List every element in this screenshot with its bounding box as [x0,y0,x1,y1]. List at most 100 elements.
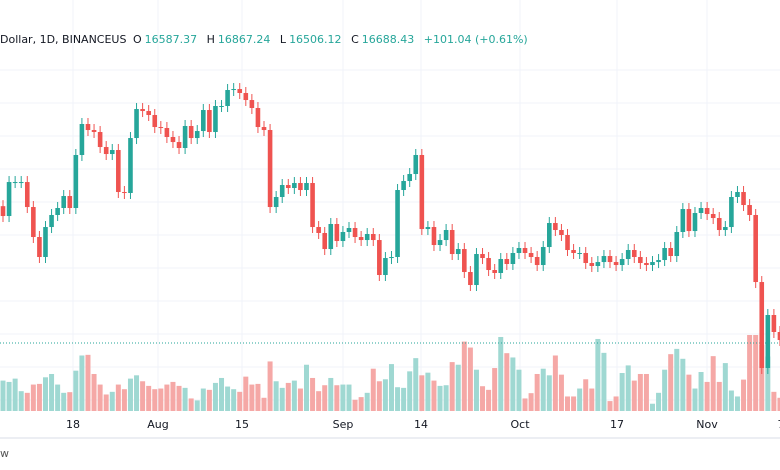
candle-body [553,223,558,231]
volume-bar [722,363,728,411]
candle-body [601,256,607,263]
volume-bar [18,391,24,411]
candle-body [674,232,680,257]
candle-body [662,248,667,261]
volume-bar [662,369,668,411]
candle-body [644,263,649,266]
candle-body [765,315,771,369]
candle-body [468,272,473,286]
candle-body [534,257,540,266]
candle-body [109,150,115,155]
volume-bar [200,388,206,411]
candle-body [73,155,79,209]
candle-body [255,108,261,128]
volume-bar [613,396,619,411]
volume-bar [449,362,455,411]
x-tick-label: 18 [66,418,80,431]
candle-body [334,223,340,242]
candle-body [735,192,740,198]
price-chart[interactable]: 18 Aug 15 Sep 14 Oct 17 Nov 7 [0,0,780,440]
volume-bar [486,389,492,411]
volume-bar [407,371,413,411]
open-value: 16587.37 [144,33,198,46]
volume-bar [346,384,352,411]
volume-bar [340,384,346,411]
volume-bar [510,357,516,411]
volume-bar [103,394,109,411]
volume-bar [413,358,419,411]
volume-bar [710,356,716,411]
candle-body [370,234,376,241]
volume-bar [467,347,473,411]
candle-body [777,332,780,341]
candle-body [207,110,212,133]
candle-body [79,123,85,156]
volume-bar [419,375,425,411]
candle-body [407,174,412,182]
change-value: +101.04 (+0.61%) [423,33,528,46]
volume-bar [316,391,322,411]
volume-bar [12,378,18,411]
x-tick-label: 14 [414,418,428,431]
candle-body [486,258,491,271]
candle-body [346,228,352,233]
volume-bar [546,375,552,411]
volume-bar [649,403,655,411]
volume-bar [352,399,358,411]
candle-body [625,250,631,260]
low-label: L [279,33,287,46]
candle-body [547,223,552,248]
candle-body [455,249,461,255]
volume-bar [212,382,218,411]
candle-body [201,110,206,132]
volume-bar [164,384,170,411]
candle-body [12,182,18,184]
volume-bar [425,372,431,411]
volume-bar [601,352,607,411]
x-tick-label: 15 [235,418,249,431]
candle-body [462,249,467,273]
candle-body [85,123,91,131]
candle-body [413,155,419,175]
candle-body [213,106,218,133]
candle-body [504,259,510,264]
volume-bar [42,377,48,411]
candle-body [419,155,425,230]
candle-body [292,183,297,189]
volume-bar [24,392,30,411]
volume-bar [255,383,261,411]
candle-body [146,111,151,116]
candle-body [49,215,54,228]
candle-body [231,89,236,91]
candle-body [389,257,394,259]
volume-bar [61,392,67,411]
volume-bar [194,400,200,411]
volume-bar [304,364,309,411]
candle-body [31,207,36,238]
candle-body [310,183,315,228]
volume-bar [747,335,753,411]
volume-bar [571,396,577,411]
x-tick-label: 17 [610,418,624,431]
volume-bar [152,389,158,411]
candle-body [577,252,582,254]
candle-body [668,248,673,257]
volume-bar [759,344,765,411]
volume-bar [674,348,680,411]
footer-text: w [0,447,9,460]
candle-body [358,237,364,241]
candle-body [164,128,170,138]
volume-bar [528,393,534,411]
volume-bar [704,381,710,411]
volume-bar [49,373,55,411]
candle-body [24,182,30,208]
candle-body [273,197,279,208]
volume-bar [267,361,273,411]
volume-bar [109,391,115,411]
candle-body [316,227,321,233]
candle-body [540,247,546,266]
candle-body [607,256,613,263]
candle-body [753,215,758,283]
candle-body [589,263,595,267]
candle-body [140,109,145,112]
